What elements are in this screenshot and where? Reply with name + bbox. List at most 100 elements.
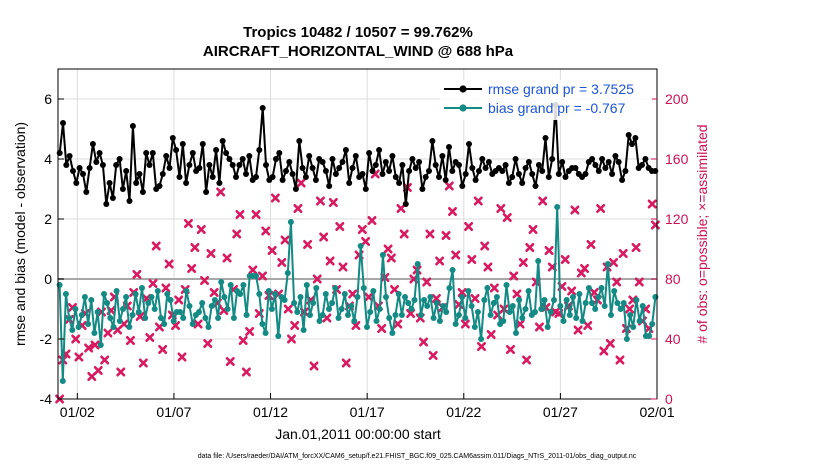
y-axis-label-right: # of obs: o=possible; ×=assimilated	[694, 124, 710, 343]
bias-point	[164, 291, 171, 297]
bias-point	[75, 324, 82, 330]
obs-assimilated-marker	[222, 253, 232, 263]
obs-assimilated-marker	[270, 193, 280, 203]
rmse-point	[146, 162, 153, 168]
bias-point	[563, 297, 570, 303]
obs-assimilated-marker	[396, 204, 406, 213]
rmse-point	[426, 168, 432, 174]
rmse-point	[442, 177, 449, 183]
rmse-point	[236, 162, 243, 168]
bias-point	[471, 324, 478, 330]
bias-point	[582, 300, 589, 306]
bias-point	[158, 315, 164, 321]
obs-assimilated-marker	[634, 277, 644, 287]
bias-point	[224, 306, 231, 312]
rmse-point	[76, 165, 83, 171]
obs-assimilated-marker	[377, 324, 387, 333]
rmse-point	[312, 177, 319, 183]
bias-point	[490, 300, 497, 306]
rmse-point	[622, 168, 629, 174]
y-left-tick-label: 0	[44, 271, 52, 287]
y-right-tick-label: 0	[665, 391, 673, 407]
rmse-point	[133, 180, 140, 186]
obs-assimilated-marker	[196, 225, 206, 234]
obs-assimilated-marker	[625, 304, 635, 314]
obs-assimilated-marker	[489, 283, 499, 293]
obs-assimilated-marker	[174, 295, 184, 305]
obs-assimilated-marker	[296, 178, 306, 188]
bias-point	[402, 294, 408, 300]
bias-point	[623, 336, 630, 342]
rmse-point	[213, 147, 220, 153]
bias-point	[500, 318, 507, 324]
bias-point	[484, 285, 491, 291]
rmse-point	[126, 198, 133, 204]
bias-point	[78, 312, 85, 318]
bias-point	[205, 324, 212, 330]
rmse-point	[336, 165, 343, 171]
rmse-point	[392, 174, 399, 180]
obs-assimilated-marker	[502, 213, 512, 222]
bias-point	[316, 318, 323, 324]
obs-assimilated-marker	[425, 229, 435, 239]
obs-assimilated-marker	[486, 330, 496, 339]
rmse-point	[509, 174, 516, 180]
bias-point	[215, 315, 222, 321]
obs-assimilated-marker	[90, 340, 100, 350]
bias-point	[183, 288, 190, 294]
bias-point	[341, 291, 348, 297]
bias-point	[611, 288, 618, 294]
rmse-point	[83, 189, 90, 195]
bias-point	[614, 300, 621, 306]
rmse-point	[439, 153, 446, 159]
bias-point	[367, 309, 374, 315]
rmse-point	[66, 153, 73, 159]
rmse-point	[362, 186, 369, 192]
rmse-point	[499, 168, 506, 174]
obs-assimilated-marker	[599, 346, 609, 356]
obs-assimilated-marker	[399, 229, 409, 239]
obs-assimilated-marker	[280, 235, 290, 245]
rmse-point	[256, 147, 263, 153]
obs-assimilated-marker	[583, 321, 593, 330]
rmse-point	[559, 159, 566, 165]
obs-assimilated-marker	[235, 210, 245, 219]
rmse-point	[263, 162, 269, 168]
obs-assimilated-marker	[522, 355, 532, 365]
bias-point	[189, 321, 196, 327]
rmse-point	[449, 168, 456, 174]
obs-assimilated-marker	[209, 288, 219, 297]
x-tick-label: 01/07	[156, 404, 191, 420]
obs-assimilated-marker	[393, 319, 403, 329]
rmse-point	[143, 150, 150, 156]
bias-point	[455, 312, 462, 318]
obs-assimilated-marker	[435, 256, 445, 266]
rmse-point	[639, 162, 645, 168]
rmse-point	[246, 153, 253, 159]
bias-point	[506, 309, 513, 315]
rmse-point	[106, 180, 113, 186]
rmse-point	[609, 171, 616, 177]
obs-assimilated-marker	[103, 328, 113, 338]
bias-point	[617, 306, 624, 312]
rmse-point	[186, 162, 193, 168]
obs-assimilated-marker	[464, 222, 474, 231]
rmse-point	[612, 153, 619, 159]
obs-assimilated-marker	[200, 276, 210, 285]
rmse-point	[123, 168, 130, 174]
rmse-point	[549, 156, 556, 162]
obs-assimilated-marker	[383, 244, 393, 254]
rmse-point	[176, 174, 183, 180]
rmse-point	[329, 156, 336, 162]
obs-assimilated-marker	[586, 240, 596, 249]
bias-point	[284, 270, 291, 276]
bias-point	[541, 297, 548, 303]
rmse-point	[406, 168, 413, 174]
bias-point	[104, 300, 111, 306]
bias-point	[272, 291, 279, 297]
rmse-point	[136, 171, 143, 177]
obs-assimilated-marker	[419, 337, 429, 347]
x-axis-label: Jan.01,2011 00:00:00 start	[275, 426, 441, 442]
bias-point	[135, 309, 142, 315]
